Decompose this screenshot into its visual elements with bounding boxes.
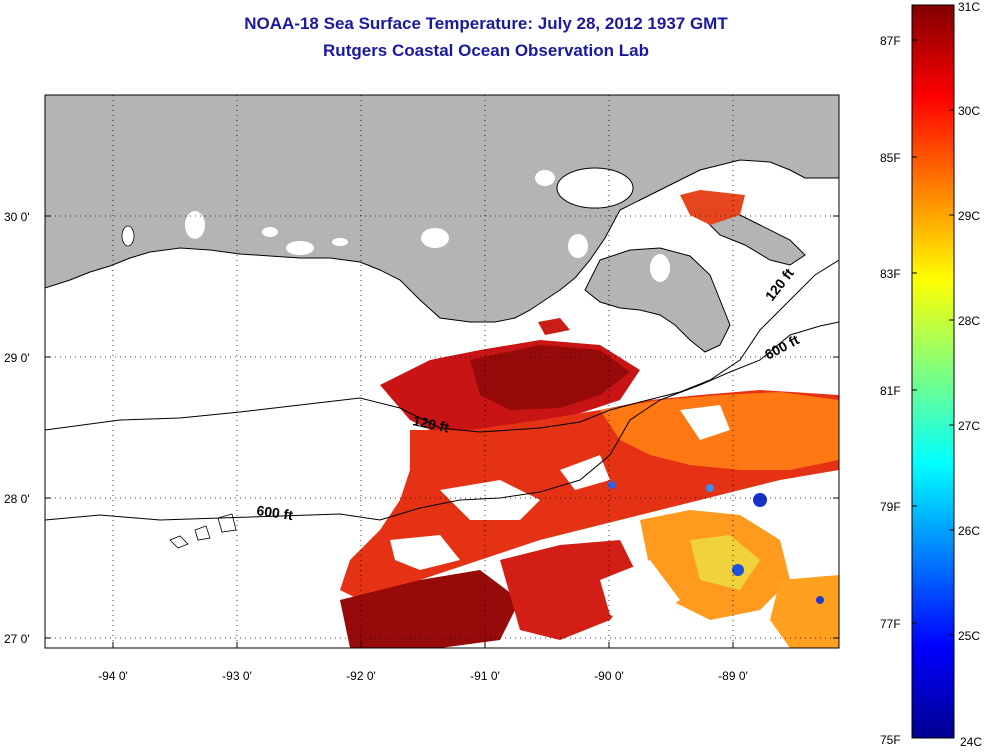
contour-label-600ft-west: 600 ft (256, 502, 295, 523)
contour-120ft (45, 259, 839, 433)
axis-ticks (45, 215, 839, 648)
lon-label-93: -93 0' (222, 669, 252, 683)
lon-label-91: -91 0' (470, 669, 500, 683)
colorbar-c-26: 26C (958, 524, 980, 538)
colorbar-c-24: 24C (960, 735, 982, 749)
lon-label-89: -89 0' (718, 669, 748, 683)
colorbar-f-77: 77F (880, 617, 901, 631)
graticule (45, 95, 839, 648)
colorbar-c-29: 29C (958, 209, 980, 223)
sst-field (340, 190, 839, 648)
contour-600ft (45, 321, 839, 521)
map-plot-area (45, 95, 839, 648)
colorbar-c-27: 27C (958, 419, 980, 433)
colorbar-f-75: 75F (880, 733, 901, 747)
colorbar-f-87: 87F (880, 34, 901, 48)
colorbar-f-85: 85F (880, 151, 901, 165)
colorbar-ticks (912, 39, 954, 636)
lat-label-29: 29 0' (4, 351, 30, 365)
land-mass (45, 95, 839, 323)
lat-label-28: 28 0' (4, 492, 30, 506)
map-frame (44, 94, 840, 649)
colorbar-f-81: 81F (880, 384, 901, 398)
colorbar-c-31: 31C (958, 0, 980, 14)
lat-label-27: 27 0' (4, 632, 30, 646)
lat-label-30: 30 0' (4, 210, 30, 224)
colorbar-f-79: 79F (880, 500, 901, 514)
lon-label-90: -90 0' (594, 669, 624, 683)
map-subtitle: Rutgers Coastal Ocean Observation Lab (323, 41, 649, 60)
colorbar-c-30: 30C (958, 104, 980, 118)
lon-label-92: -92 0' (346, 669, 376, 683)
colorbar-c-28: 28C (958, 314, 980, 328)
contour-label-120ft-central: 120 ft (411, 412, 450, 435)
river-delta (584, 247, 731, 353)
colorbar-c-25: 25C (958, 629, 980, 643)
colorbar (911, 4, 955, 739)
map-title: NOAA-18 Sea Surface Temperature: July 28… (244, 14, 728, 33)
lon-label-94: -94 0' (98, 669, 128, 683)
colorbar-f-83: 83F (880, 267, 901, 281)
